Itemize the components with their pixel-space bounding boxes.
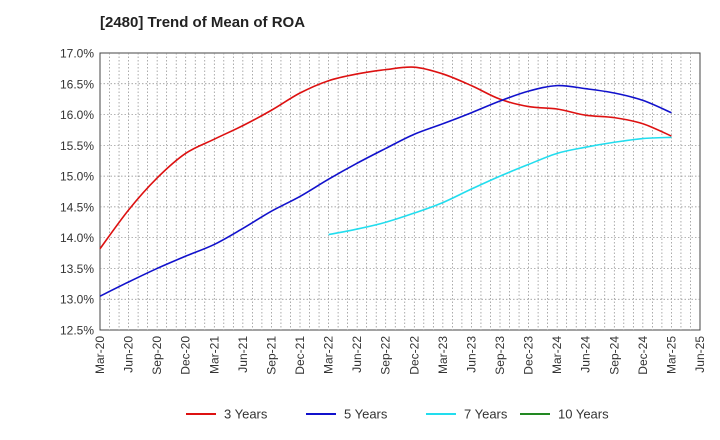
x-tick-label: Dec-23	[522, 336, 536, 375]
x-tick-label: Dec-22	[407, 336, 421, 375]
y-tick-label: 16.0%	[60, 108, 94, 122]
series-lines	[99, 66, 672, 297]
x-tick-label: Mar-25	[664, 336, 678, 374]
x-tick-label: Jun-21	[236, 336, 250, 373]
x-axis-tick-labels: Mar-20 Jun-20 Sep-20 Dec-20 Mar-21 Jun-21 Sep-…	[93, 336, 707, 375]
series-line-7-years	[328, 136, 672, 236]
x-tick-label: Jun-23	[464, 336, 478, 373]
y-tick-label: 14.0%	[60, 231, 94, 245]
legend: 3 Years 5 Years 7 Years 10 Years	[186, 407, 609, 422]
x-tick-label: Sep-20	[150, 336, 164, 375]
y-axis-tick-labels: 12.5% 13.0% 13.5% 14.0% 14.5% 15.0% 15.5% 16.0%…	[60, 47, 94, 338]
x-tick-label: Dec-24	[636, 336, 650, 375]
legend-label: 10 Years	[558, 407, 609, 422]
x-tick-label: Dec-21	[293, 336, 307, 375]
y-tick-label: 13.0%	[60, 293, 94, 307]
x-tick-label: Mar-23	[436, 336, 450, 374]
x-tick-label: Jun-24	[579, 336, 593, 373]
y-tick-label: 12.5%	[60, 324, 94, 338]
x-tick-label: Sep-23	[493, 336, 507, 375]
x-tick-label: Mar-20	[93, 336, 107, 374]
x-tick-label: Sep-24	[607, 336, 621, 375]
plot-area-border	[99, 52, 701, 331]
series-line-5-years	[99, 84, 672, 297]
series-line-3-years	[99, 66, 672, 250]
y-tick-label: 14.5%	[60, 200, 94, 214]
x-tick-label: Jun-22	[350, 336, 364, 373]
y-tick-label: 13.5%	[60, 262, 94, 276]
y-tick-label: 16.5%	[60, 77, 94, 91]
legend-label: 5 Years	[344, 407, 388, 422]
y-tick-label: 17.0%	[60, 47, 94, 61]
x-tick-label: Jun-25	[693, 336, 707, 373]
chart-title: [2480] Trend of Mean of ROA	[100, 14, 306, 31]
x-tick-label: Mar-24	[550, 336, 564, 374]
x-tick-label: Sep-22	[379, 336, 393, 375]
y-tick-label: 15.5%	[60, 139, 94, 153]
x-tick-label: Dec-20	[179, 336, 193, 375]
x-tick-label: Sep-21	[264, 336, 278, 375]
legend-label: 7 Years	[464, 407, 508, 422]
x-tick-label: Mar-21	[207, 336, 221, 374]
legend-label: 3 Years	[224, 407, 268, 422]
grid-lines	[100, 53, 700, 330]
y-tick-label: 15.0%	[60, 170, 94, 184]
x-tick-label: Jun-20	[122, 336, 136, 373]
x-tick-label: Mar-22	[322, 336, 336, 374]
